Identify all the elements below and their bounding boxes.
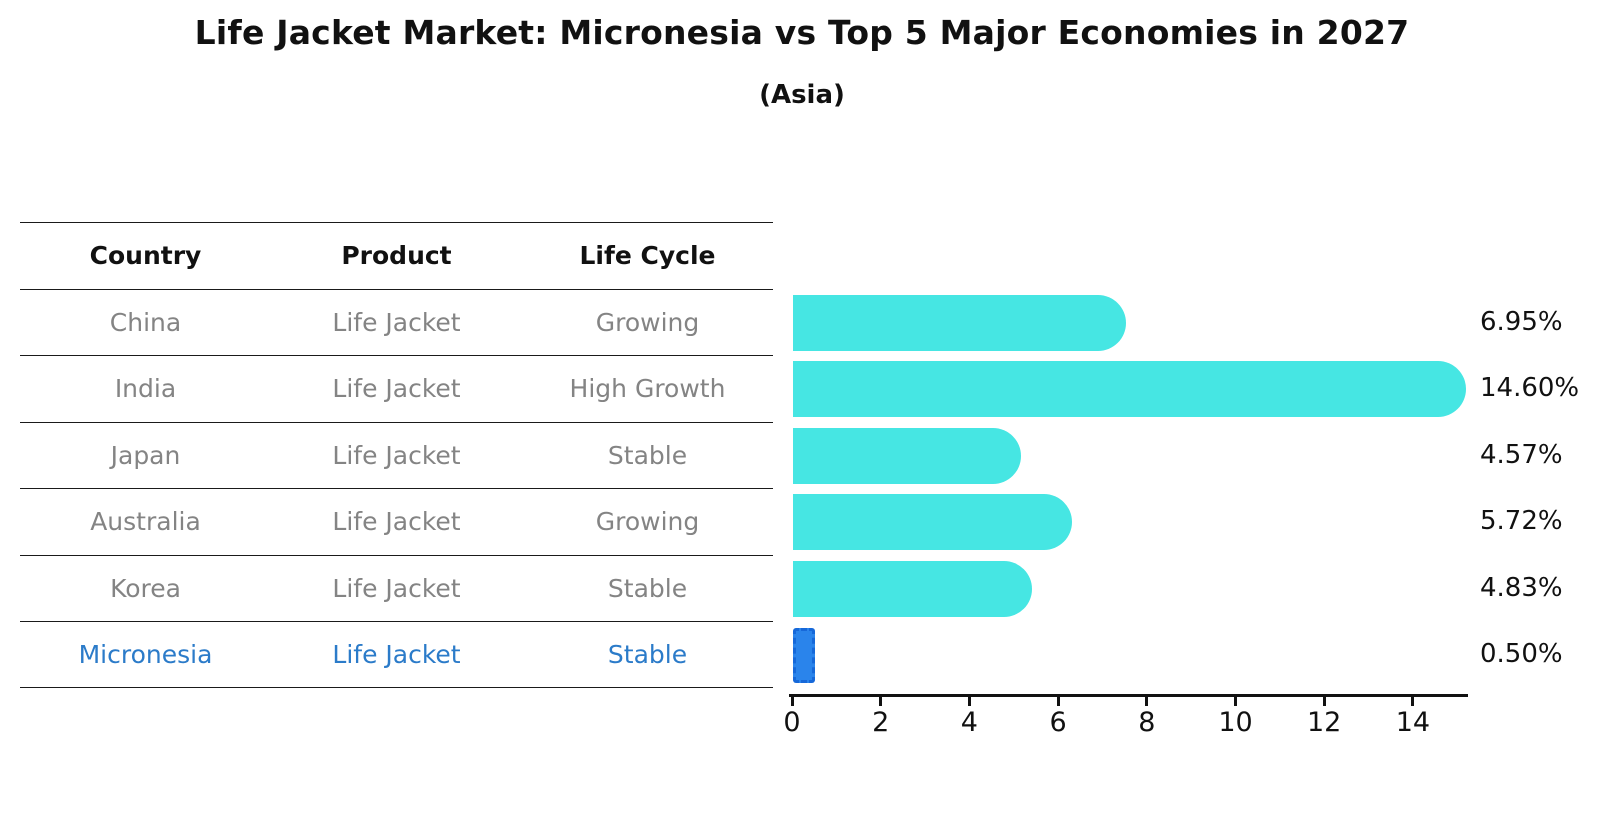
table-header-row: Country Product Life Cycle — [20, 222, 773, 289]
chart-subtitle: (Asia) — [759, 80, 845, 110]
table-cell: Life Jacket — [332, 639, 461, 669]
value-label: 4.83% — [1480, 572, 1563, 603]
x-tick-label: 14 — [1395, 707, 1431, 738]
table-cell: Japan — [110, 440, 181, 470]
x-tick-label: 2 — [872, 707, 890, 738]
x-tick-label: 6 — [1049, 707, 1067, 738]
value-label: 0.50% — [1480, 639, 1563, 670]
x-tick-label: 4 — [960, 707, 978, 738]
table-row: Australia Life Jacket Growing — [20, 488, 773, 555]
market-table: Country Product Life Cycle China Life Jacket… — [20, 222, 773, 688]
chart-title: Life Jacket Market: Micronesia vs Top 5 … — [194, 13, 1410, 52]
table-cell: Growing — [595, 507, 700, 537]
x-tick-label: 8 — [1138, 707, 1156, 738]
table-cell: Stable — [607, 440, 688, 470]
table-cell: High Growth — [569, 374, 726, 404]
table-cell: Korea — [110, 573, 181, 603]
table-cell: Life Jacket — [332, 573, 461, 603]
x-tick-mark — [967, 697, 971, 706]
table-cell: Micronesia — [78, 639, 213, 669]
table-row: Korea Life Jacket Stable — [20, 554, 773, 622]
table-cell: Life Jacket — [332, 507, 461, 537]
value-label: 4.57% — [1480, 439, 1563, 470]
table-row: Japan Life Jacket Stable — [20, 421, 773, 489]
bar-china — [793, 294, 1127, 351]
x-tick-mark — [879, 697, 883, 706]
bar-japan — [793, 427, 1021, 484]
table-cell: Product — [341, 241, 452, 271]
x-tick-mark — [1056, 697, 1060, 706]
table-cell: China — [109, 307, 182, 337]
x-tick-mark — [790, 697, 794, 706]
value-label: 5.72% — [1480, 506, 1563, 537]
bar-korea — [793, 560, 1033, 617]
x-tick-mark — [1411, 697, 1415, 706]
table-row: China Life Jacket Growing — [20, 288, 773, 356]
table-cell: Country — [89, 241, 202, 271]
table-row: Micronesia Life Jacket Stable — [20, 621, 773, 688]
table-cell: Life Jacket — [332, 307, 461, 337]
table-row: India Life Jacket High Growth — [20, 355, 773, 422]
table-cell: Life Jacket — [332, 440, 461, 470]
table-cell: Life Jacket — [332, 374, 461, 404]
bar-highlight-micronesia — [793, 627, 816, 683]
value-label: 6.95% — [1480, 306, 1563, 337]
table-cell: Growing — [595, 307, 700, 337]
x-tick-label: 0 — [783, 707, 801, 738]
x-tick-label: 10 — [1218, 707, 1253, 738]
table-cell: Stable — [607, 573, 688, 603]
bar-india — [793, 361, 1466, 418]
table-cell: Stable — [607, 639, 688, 669]
table-cell: Life Cycle — [579, 241, 716, 271]
x-tick-mark — [1234, 697, 1237, 706]
value-label: 14.60% — [1480, 373, 1580, 404]
table-cell: India — [114, 374, 177, 404]
table-cell: Australia — [90, 507, 201, 537]
x-tick-mark — [1145, 697, 1149, 706]
x-tick-mark — [1322, 697, 1326, 706]
x-axis-line — [789, 694, 1468, 697]
x-tick-label: 12 — [1307, 707, 1342, 738]
bar-australia — [793, 494, 1072, 551]
